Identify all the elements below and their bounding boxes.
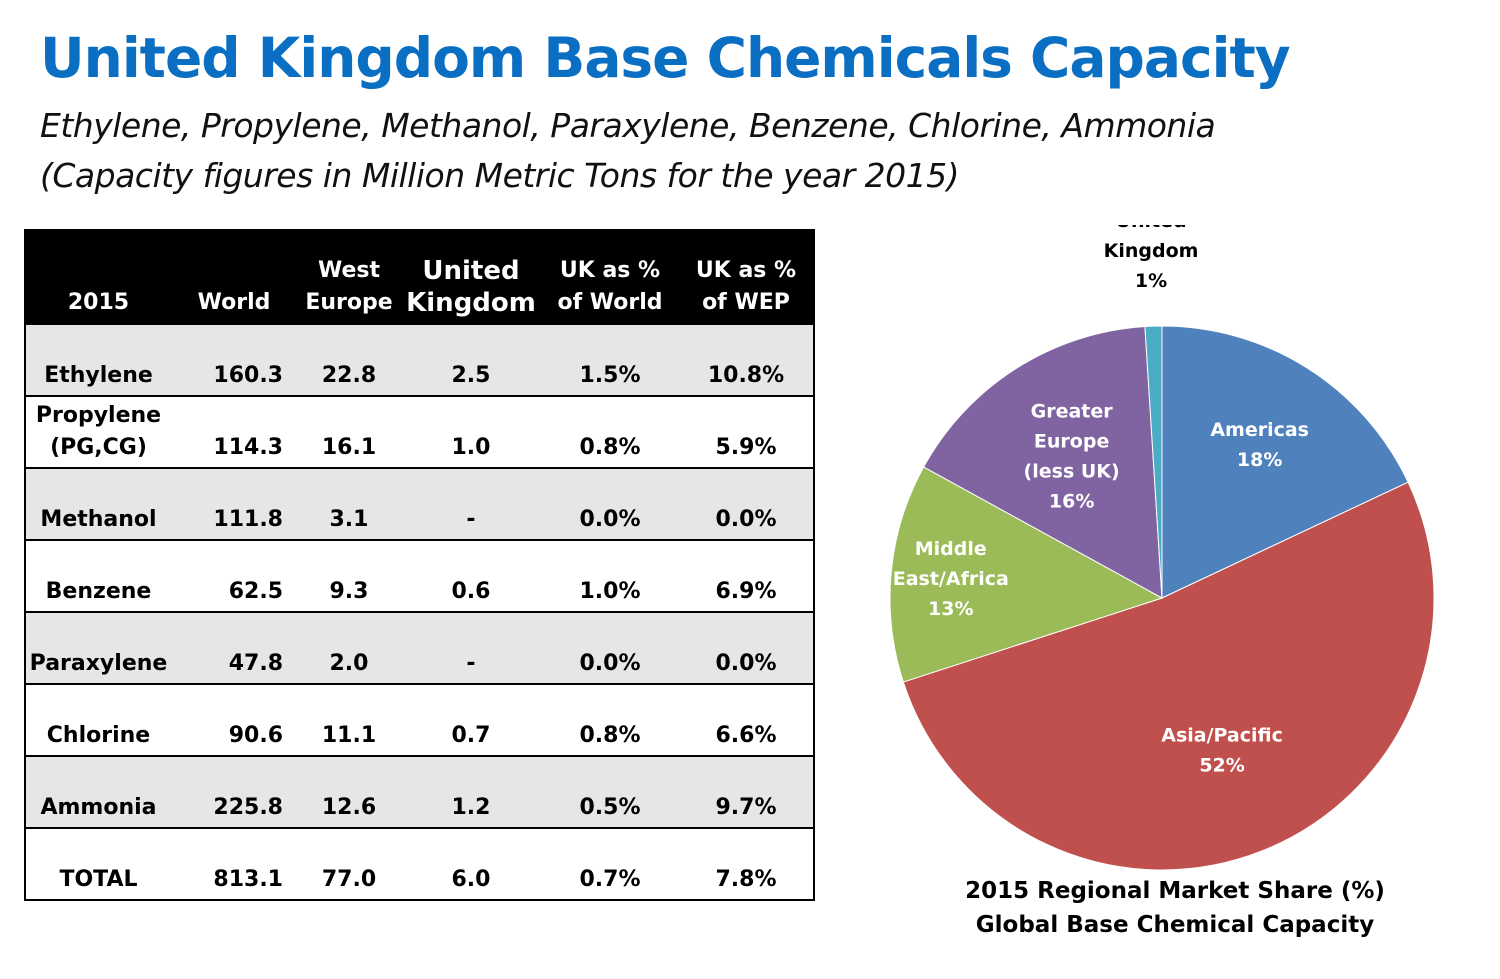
pie-slice-label: Middle East/Africa 13% (893, 538, 1009, 620)
world-cell: 62.5 (171, 539, 297, 612)
table-row: Ethylene 160.3 22.8 2.5 1.5% 10.8% (25, 323, 814, 396)
row-name-cell: Ethylene (25, 323, 171, 396)
pie-slice-label: Greater Europe (less UK) 16% (1024, 401, 1120, 513)
col-header-west-europe: West Europe (297, 230, 401, 324)
uk-pct-world-cell: 0.5% (541, 755, 679, 828)
pie-slice-label: Americas 18% (1210, 419, 1309, 471)
page-title: United Kingdom Base Chemicals Capacity (40, 26, 1291, 90)
page-subtitle-units: (Capacity figures in Million Metric Tons… (40, 156, 960, 195)
table-row: Paraxylene 47.8 2.0-0.0% 0.0% (25, 611, 814, 684)
table-row: Methanol 111.8 3.1-0.0% 0.0% (25, 467, 814, 540)
col-header-uk-pct-world: UK as % of World (541, 230, 679, 324)
uk-pct-wep-cell: 6.6% (679, 683, 814, 756)
uk-pct-wep-cell: 0.0% (679, 467, 814, 540)
table-row: Chlorine 90.6 11.1 0.7 0.8% 6.6% (25, 683, 814, 756)
uk-pct-wep-cell: 5.9% (679, 395, 814, 468)
uk-cell: 6.0 (401, 827, 541, 900)
col-header-year: 2015 (25, 230, 171, 324)
uk-pct-world-cell: 0.8% (541, 683, 679, 756)
row-name-cell: Ammonia (25, 755, 171, 828)
capacity-table: 2015 World West Europe United Kingdom UK a… (24, 229, 815, 901)
uk-pct-world-cell: 0.8% (541, 395, 679, 468)
chart-subtitle: Global Base Chemical Capacity (975, 912, 1375, 938)
table-row: TOTAL 813.1 77.0 6.0 0.7% 7.8% (25, 827, 814, 900)
uk-pct-wep-cell: 7.8% (679, 827, 814, 900)
pie-slice-label: UnitedKingdom1% (1104, 225, 1199, 292)
chart-title: 2015 Regional Market Share (%) (965, 878, 1385, 904)
world-cell: 160.3 (171, 323, 297, 396)
west-europe-cell: 11.1 (297, 683, 401, 756)
uk-pct-wep-cell: 10.8% (679, 323, 814, 396)
page-subtitle-chemicals: Ethylene, Propylene, Methanol, Paraxylen… (40, 106, 1216, 145)
west-europe-cell: 22.8 (297, 323, 401, 396)
table-row: Propylene (PG,CG) 114.3 16.1 1.0 0.8% 5.9% (25, 395, 814, 468)
west-europe-cell: 12.6 (297, 755, 401, 828)
uk-pct-wep-cell: 6.9% (679, 539, 814, 612)
table-row: Benzene 62.5 9.3 0.6 1.0% 6.9% (25, 539, 814, 612)
row-name-cell: Chlorine (25, 683, 171, 756)
uk-pct-world-cell: 0.0% (541, 467, 679, 540)
uk-pct-world-cell: 0.7% (541, 827, 679, 900)
row-name-cell: Paraxylene (25, 611, 171, 684)
col-header-uk-pct-wep: UK as % of WEP (679, 230, 814, 324)
pie-slice-label: Asia/Pacific 52% (1161, 725, 1283, 777)
uk-pct-wep-cell: 0.0% (679, 611, 814, 684)
world-cell: 114.3 (171, 395, 297, 468)
pie-slice (922, 326, 1163, 599)
west-europe-cell: 9.3 (297, 539, 401, 612)
uk-cell: - (401, 611, 541, 684)
pie-slice (1144, 325, 1163, 599)
col-header-uk: United Kingdom (401, 230, 541, 324)
west-europe-cell: 3.1 (297, 467, 401, 540)
uk-cell: 1.0 (401, 395, 541, 468)
uk-pct-world-cell: 1.5% (541, 323, 679, 396)
west-europe-cell: 77.0 (297, 827, 401, 900)
world-cell: 225.8 (171, 755, 297, 828)
pie-slice (902, 481, 1435, 871)
row-name-cell: TOTAL (25, 827, 171, 900)
table-header-row: 2015 World West Europe United Kingdom UK a… (25, 230, 814, 324)
world-cell: 813.1 (171, 827, 297, 900)
uk-cell: 0.6 (401, 539, 541, 612)
market-share-pie-chart: Americas 18% Asia/Pacific 52% Middle East/Afr… (889, 225, 1435, 871)
west-europe-cell: 2.0 (297, 611, 401, 684)
row-name-cell: Methanol (25, 467, 171, 540)
world-cell: 47.8 (171, 611, 297, 684)
world-cell: 90.6 (171, 683, 297, 756)
uk-cell: 0.7 (401, 683, 541, 756)
pie-slice (889, 466, 1164, 683)
uk-pct-wep-cell: 9.7% (679, 755, 814, 828)
row-name-cell: Benzene (25, 539, 171, 612)
world-cell: 111.8 (171, 467, 297, 540)
row-name-cell: Propylene (PG,CG) (25, 395, 171, 468)
uk-pct-world-cell: 0.0% (541, 611, 679, 684)
pie-slice (1161, 325, 1409, 599)
uk-pct-world-cell: 1.0% (541, 539, 679, 612)
uk-cell: 2.5 (401, 323, 541, 396)
uk-cell: 1.2 (401, 755, 541, 828)
west-europe-cell: 16.1 (297, 395, 401, 468)
table-row: Ammonia 225.8 12.6 1.2 0.5% 9.7% (25, 755, 814, 828)
uk-cell: - (401, 467, 541, 540)
col-header-world: World (171, 230, 297, 324)
